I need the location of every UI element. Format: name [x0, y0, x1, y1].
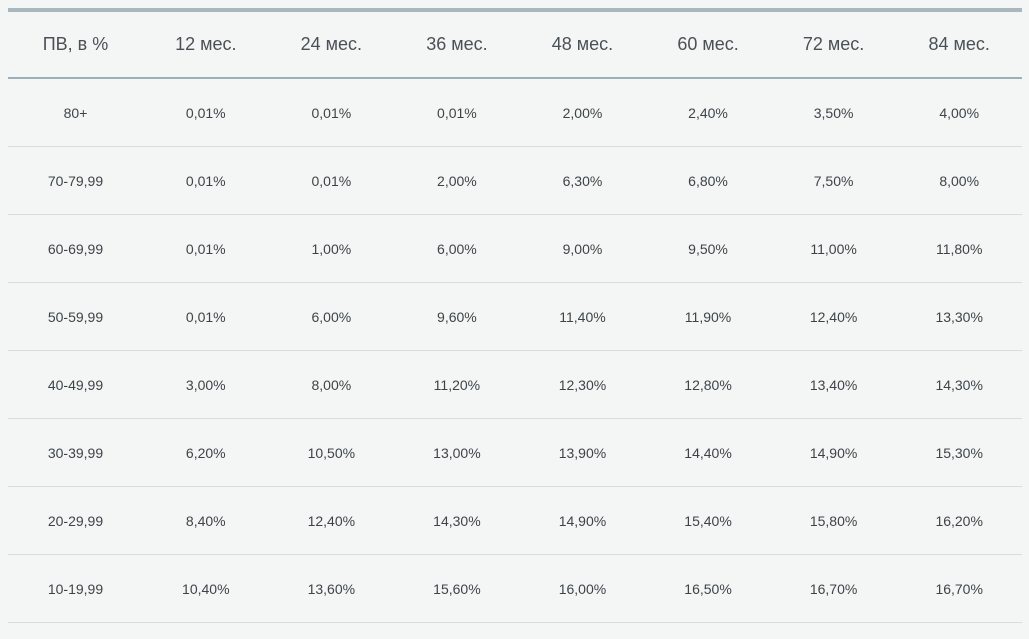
- rate-cell: 16,70%: [896, 554, 1022, 623]
- rate-cell: 11,40%: [519, 282, 646, 351]
- rates-table-container: ПВ, в % 12 мес. 24 мес. 36 мес. 48 мес. 60 ме…: [8, 8, 1022, 623]
- rate-cell: 8,00%: [268, 350, 395, 419]
- rate-cell: 9,00%: [519, 214, 646, 283]
- rate-cell: 6,80%: [645, 146, 771, 215]
- rate-cell: 11,90%: [645, 282, 771, 351]
- rate-cell: 8,00%: [896, 146, 1022, 215]
- rate-cell: 13,30%: [896, 282, 1022, 351]
- table-row: 70-79,99 0,01% 0,01% 2,00% 6,30% 6,80% 7,50% 8,…: [8, 146, 1022, 215]
- rate-cell: 2,00%: [519, 78, 646, 147]
- rate-cell: 9,60%: [394, 282, 520, 351]
- rate-cell: 9,50%: [645, 214, 771, 283]
- table-row: 30-39,99 6,20% 10,50% 13,00% 13,90% 14,40% 14,…: [8, 418, 1022, 487]
- rate-cell: 0,01%: [268, 78, 395, 147]
- row-label: 80+: [8, 78, 143, 147]
- rate-cell: 6,00%: [268, 282, 395, 351]
- rate-cell: 2,00%: [394, 146, 520, 215]
- row-label: 10-19,99: [8, 554, 143, 623]
- rate-cell: 16,50%: [645, 554, 771, 623]
- rate-cell: 6,20%: [143, 418, 269, 487]
- rate-cell: 14,90%: [770, 418, 897, 487]
- rate-cell: 15,30%: [896, 418, 1022, 487]
- table-row: 60-69,99 0,01% 1,00% 6,00% 9,00% 9,50% 11,00% 1…: [8, 214, 1022, 283]
- row-label: 30-39,99: [8, 418, 143, 487]
- rate-cell: 12,80%: [645, 350, 771, 419]
- row-label: 50-59,99: [8, 282, 143, 351]
- column-header: 60 мес.: [645, 8, 771, 79]
- rate-cell: 0,01%: [268, 146, 395, 215]
- header-row: ПВ, в % 12 мес. 24 мес. 36 мес. 48 мес. 60 ме…: [8, 8, 1022, 79]
- rate-cell: 11,80%: [896, 214, 1022, 283]
- rate-cell: 11,00%: [770, 214, 897, 283]
- rate-cell: 13,90%: [519, 418, 646, 487]
- column-header: 72 мес.: [770, 8, 897, 79]
- rate-cell: 13,40%: [770, 350, 897, 419]
- rate-cell: 14,30%: [394, 486, 520, 555]
- row-label: 40-49,99: [8, 350, 143, 419]
- table-row: 50-59,99 0,01% 6,00% 9,60% 11,40% 11,90% 12,40…: [8, 282, 1022, 351]
- rate-cell: 13,60%: [268, 554, 395, 623]
- table-row: 10-19,99 10,40% 13,60% 15,60% 16,00% 16,50% 16…: [8, 554, 1022, 623]
- rate-cell: 10,40%: [143, 554, 269, 623]
- rate-cell: 6,00%: [394, 214, 520, 283]
- rate-cell: 10,50%: [268, 418, 395, 487]
- rate-cell: 16,70%: [770, 554, 897, 623]
- rate-cell: 15,40%: [645, 486, 771, 555]
- table-row: 20-29,99 8,40% 12,40% 14,30% 14,90% 15,40% 15,…: [8, 486, 1022, 555]
- rate-cell: 11,20%: [394, 350, 520, 419]
- row-label: 20-29,99: [8, 486, 143, 555]
- column-header: 48 мес.: [519, 8, 646, 79]
- rates-table: ПВ, в % 12 мес. 24 мес. 36 мес. 48 мес. 60 ме…: [8, 8, 1022, 623]
- rate-cell: 0,01%: [143, 282, 269, 351]
- rate-cell: 13,00%: [394, 418, 520, 487]
- column-header: 12 мес.: [143, 8, 269, 79]
- rate-cell: 7,50%: [770, 146, 897, 215]
- rate-cell: 14,90%: [519, 486, 646, 555]
- table-row: 80+ 0,01% 0,01% 0,01% 2,00% 2,40% 3,50% 4,00%: [8, 78, 1022, 147]
- rate-cell: 15,80%: [770, 486, 897, 555]
- rate-cell: 8,40%: [143, 486, 269, 555]
- column-header: 36 мес.: [394, 8, 520, 79]
- rate-cell: 15,60%: [394, 554, 520, 623]
- rate-cell: 12,30%: [519, 350, 646, 419]
- rate-cell: 12,40%: [770, 282, 897, 351]
- rate-cell: 4,00%: [896, 78, 1022, 147]
- rate-cell: 14,40%: [645, 418, 771, 487]
- row-label: 60-69,99: [8, 214, 143, 283]
- row-label: 70-79,99: [8, 146, 143, 215]
- rate-cell: 3,50%: [770, 78, 897, 147]
- rate-cell: 14,30%: [896, 350, 1022, 419]
- rate-cell: 3,00%: [143, 350, 269, 419]
- rate-cell: 12,40%: [268, 486, 395, 555]
- column-header: 24 мес.: [268, 8, 395, 79]
- rate-cell: 0,01%: [143, 78, 269, 147]
- rate-cell: 2,40%: [645, 78, 771, 147]
- rate-cell: 1,00%: [268, 214, 395, 283]
- rate-cell: 0,01%: [143, 146, 269, 215]
- column-header: 84 мес.: [896, 8, 1022, 79]
- rate-cell: 16,20%: [896, 486, 1022, 555]
- table-row: 40-49,99 3,00% 8,00% 11,20% 12,30% 12,80% 13,4…: [8, 350, 1022, 419]
- rate-cell: 16,00%: [519, 554, 646, 623]
- column-header-row-label: ПВ, в %: [8, 8, 143, 79]
- rate-cell: 0,01%: [143, 214, 269, 283]
- rate-cell: 0,01%: [394, 78, 520, 147]
- rate-cell: 6,30%: [519, 146, 646, 215]
